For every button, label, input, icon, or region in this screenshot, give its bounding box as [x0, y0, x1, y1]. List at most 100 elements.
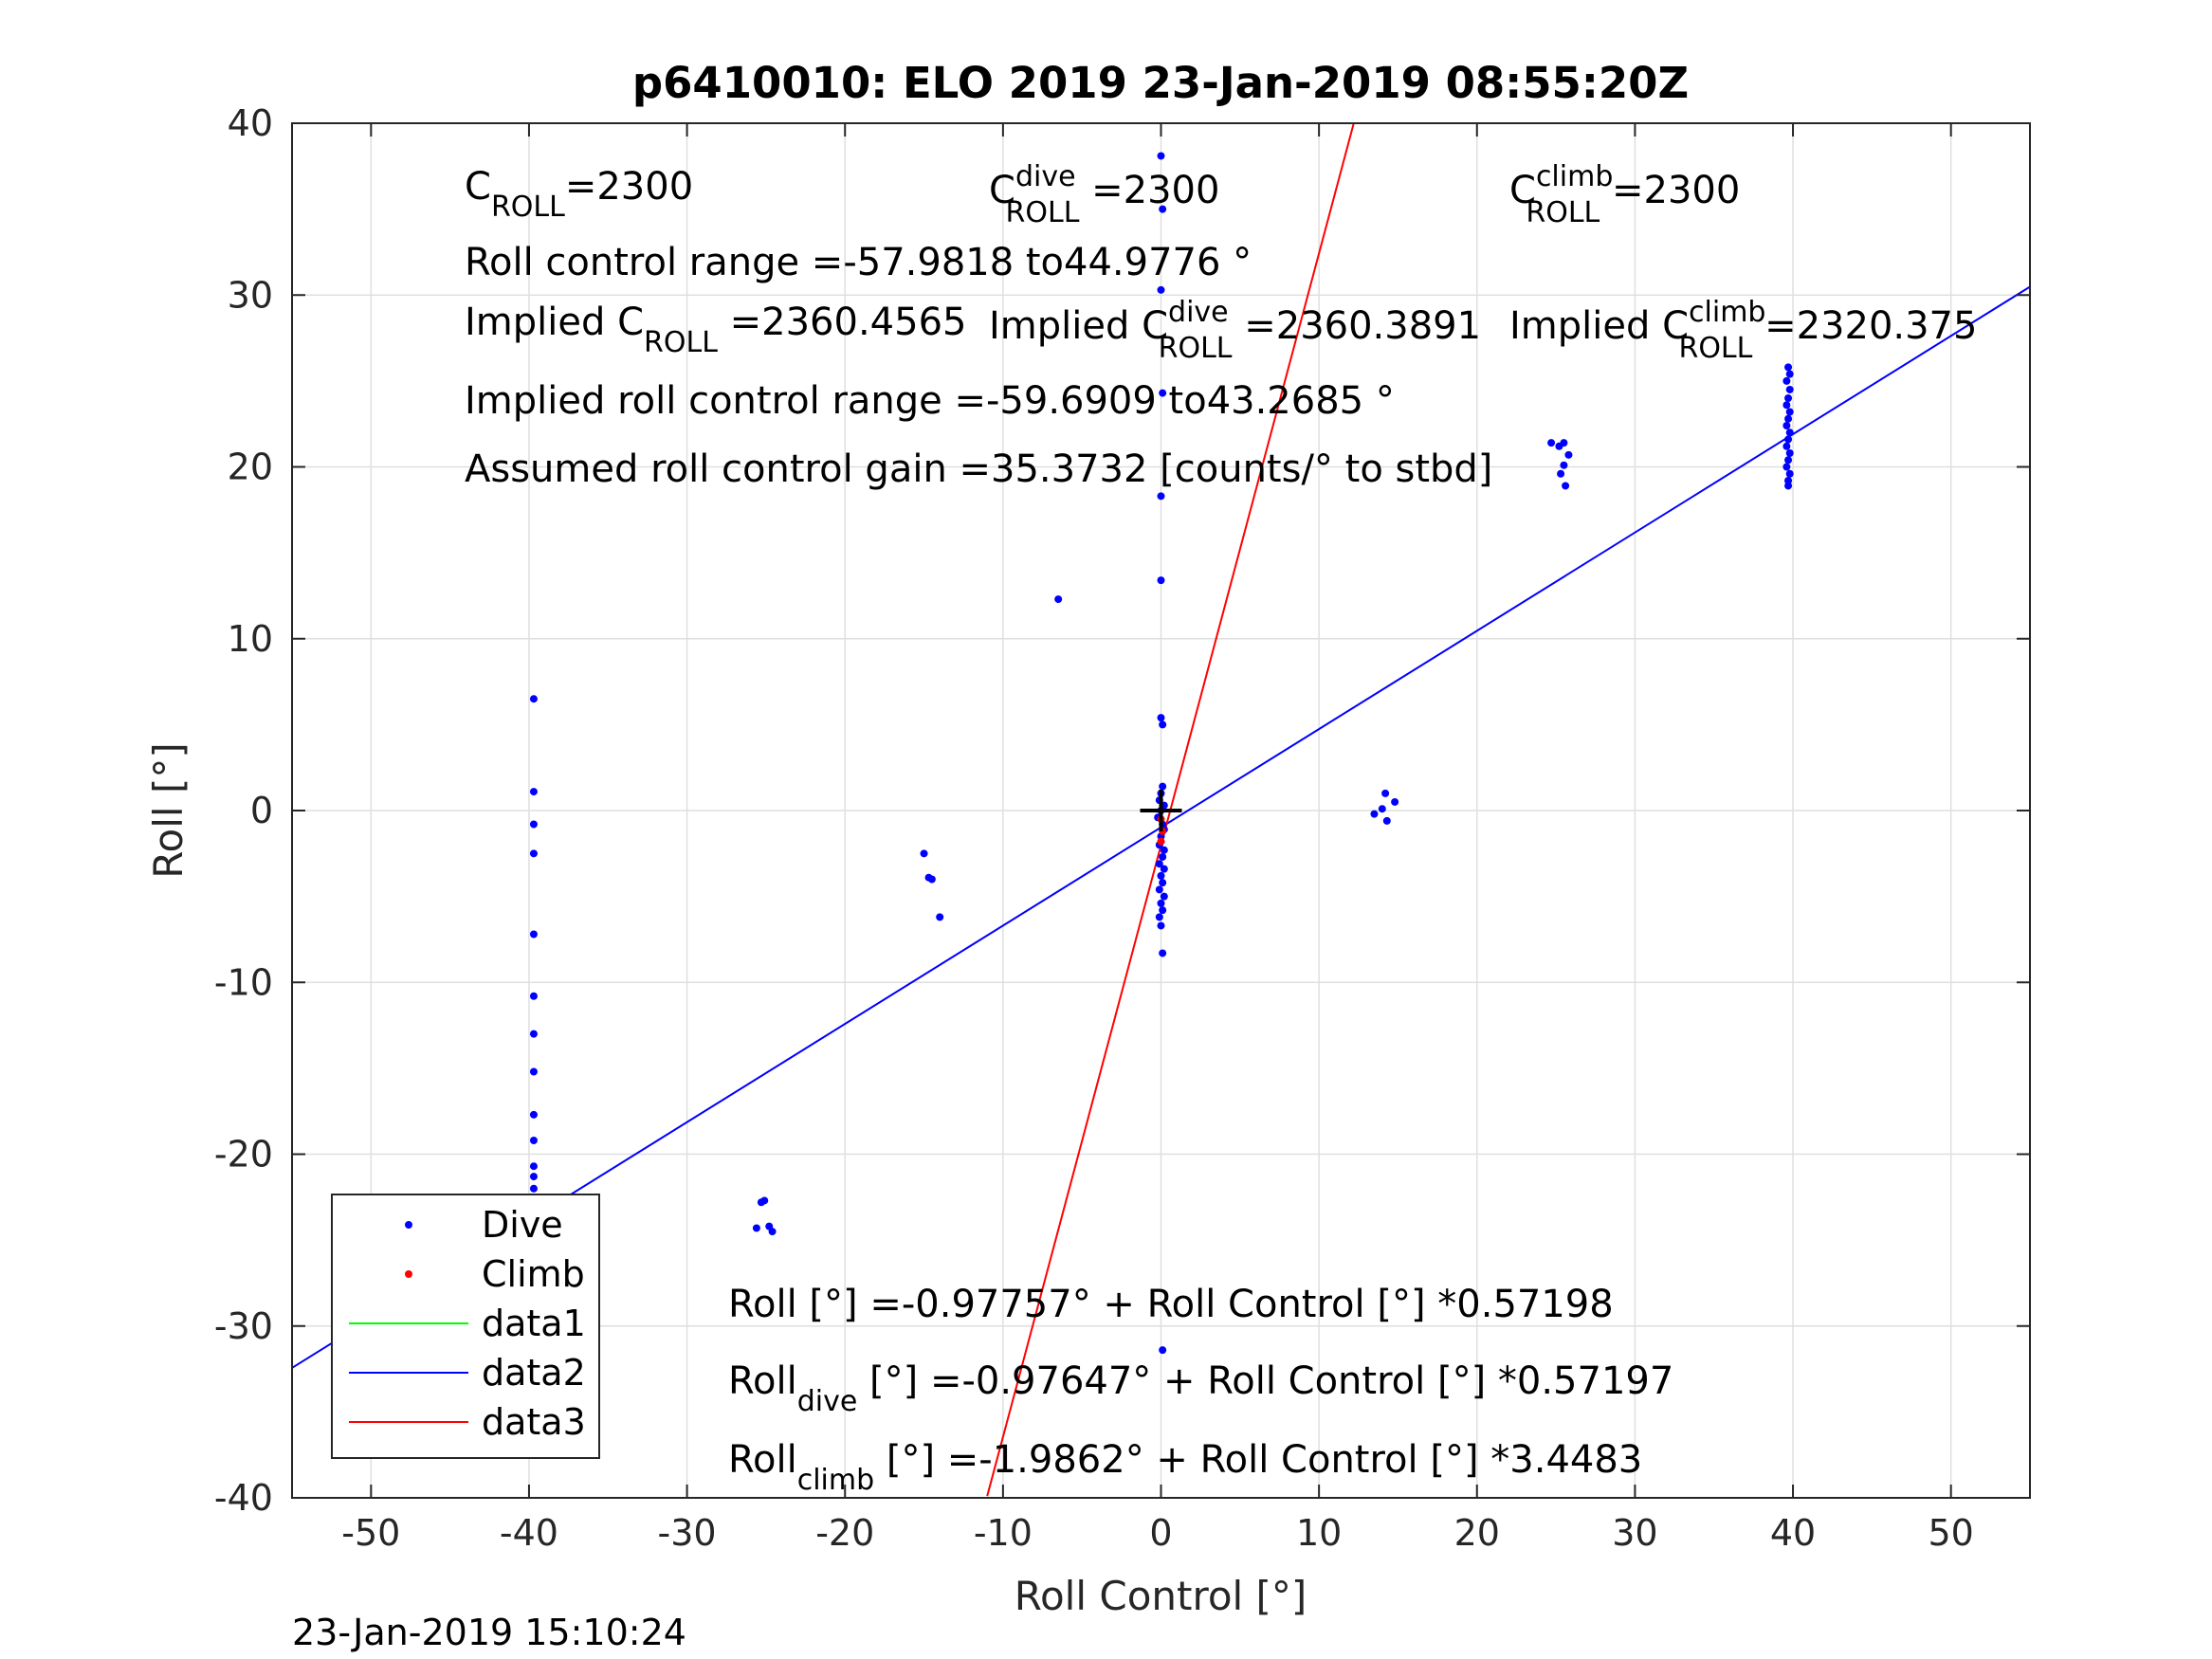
point-dive [529, 930, 538, 939]
x-tick-label: 10 [1296, 1512, 1342, 1554]
point-dive [1785, 385, 1794, 393]
point-dive [1159, 852, 1167, 861]
y-tick-label: 10 [228, 618, 273, 660]
x-tick-label: 50 [1929, 1512, 1974, 1554]
point-dive [1155, 913, 1163, 921]
point-dive [529, 820, 538, 829]
annotation-c-roll-climb: Cclimb ROLL =2300 [1509, 160, 1740, 229]
point-dive [1782, 442, 1791, 450]
point-dive [1564, 450, 1573, 459]
point-dive [1391, 797, 1399, 806]
point-dive [1784, 456, 1793, 465]
point-dive [1160, 865, 1168, 873]
point-dive [529, 1110, 538, 1119]
point-dive [1157, 285, 1165, 294]
point-dive [529, 1173, 538, 1181]
point-dive [1157, 714, 1165, 722]
point-dive [1785, 428, 1794, 437]
point-dive [1785, 370, 1794, 378]
point-dive [1159, 205, 1167, 213]
point-dive [1782, 422, 1791, 429]
point-dive [1784, 482, 1793, 490]
x-tick-label: 40 [1770, 1512, 1816, 1554]
point-dive [768, 1228, 777, 1236]
point-dive [529, 788, 538, 796]
point-dive [529, 1137, 538, 1144]
point-dive [1155, 860, 1163, 868]
point-dive [1560, 439, 1568, 447]
point-dive [1785, 449, 1794, 457]
point-dive [927, 875, 936, 884]
annotation-roll-control-range: Roll control range =-57.9818 to44.9776 ° [465, 241, 1252, 284]
point-dive [1160, 846, 1168, 854]
point-dive [1159, 1346, 1167, 1355]
point-dive [1784, 435, 1793, 444]
point-dive [1157, 152, 1165, 160]
x-tick-label: 30 [1612, 1512, 1657, 1554]
point-dive [1784, 394, 1793, 402]
point-dive [1785, 408, 1794, 416]
point-dive [529, 1030, 538, 1038]
annotation-implied-c-roll-climb: Implied Cclimb ROLL =2320.375 [1509, 296, 1977, 365]
chart-title: p6410010: ELO 2019 23-Jan-2019 08:55:20Z [632, 58, 1689, 108]
point-dive [1157, 899, 1165, 907]
point-dive [1782, 463, 1791, 471]
point-dive [1157, 492, 1165, 501]
point-dive [1784, 414, 1793, 423]
point-dive [1160, 892, 1168, 901]
point-dive [1157, 921, 1165, 930]
point-dive [1782, 401, 1791, 410]
legend-label: data1 [482, 1303, 586, 1344]
point-dive [1159, 782, 1167, 791]
point-dive [1560, 461, 1568, 469]
point-dive [1159, 906, 1167, 915]
point-dive [529, 1184, 538, 1193]
point-dive [1157, 871, 1165, 880]
point-dive [1382, 816, 1391, 825]
y-tick-label: -30 [214, 1305, 273, 1347]
legend-marker-climb [405, 1270, 412, 1278]
point-dive [1159, 389, 1167, 397]
x-axis-label: Roll Control [°] [1015, 1573, 1307, 1619]
legend-label: data3 [482, 1401, 586, 1443]
point-dive [529, 1067, 538, 1076]
point-dive [1785, 469, 1794, 478]
legend-marker-dive [405, 1221, 412, 1229]
point-dive [1562, 482, 1570, 490]
x-tick-label: -20 [815, 1512, 874, 1554]
footer-timestamp: 23-Jan-2019 15:10:24 [292, 1612, 686, 1653]
annotation-implied-c-roll-dive: Implied Cdive ROLL =2360.3891 [989, 296, 1481, 365]
x-tick-label: -50 [341, 1512, 400, 1554]
point-dive [1159, 949, 1167, 957]
x-tick-label: 0 [1149, 1512, 1172, 1554]
annotation-implied-range: Implied roll control range =-59.6909 to4… [465, 379, 1395, 423]
annotation-c-roll-dive: Cdive ROLL =2300 [989, 160, 1219, 229]
point-dive [1370, 810, 1379, 818]
point-climb [1157, 837, 1165, 846]
legend-box [331, 1194, 600, 1459]
point-dive [529, 992, 538, 1000]
legend-label: Climb [482, 1253, 585, 1295]
point-dive [1784, 363, 1793, 372]
point-dive [529, 849, 538, 858]
point-dive [1159, 879, 1167, 887]
point-dive [1782, 376, 1791, 385]
point-dive [760, 1196, 769, 1205]
point-dive [1157, 576, 1165, 585]
ticks: -50 -40 -30 -20 -10 0 10 20 30 40 50 -40 -30 -20 -10 0 1… [214, 102, 2030, 1554]
x-tick-label: -10 [974, 1512, 1033, 1554]
point-dive [529, 1162, 538, 1171]
y-tick-label: 30 [228, 274, 273, 316]
annotation-fit-all: Roll [°] =-0.97757° + Roll Control [°] *… [728, 1283, 1614, 1326]
point-dive [936, 913, 944, 921]
y-tick-label: -40 [214, 1477, 273, 1519]
annotation-fit-climb: Rollclimb [°] =-1.9862° + Roll Control [… [728, 1438, 1642, 1497]
annotation-fit-dive: Rolldive [°] =-0.97647° + Roll Control [… [728, 1359, 1673, 1418]
point-dive [752, 1224, 760, 1232]
point-dive [1378, 805, 1386, 813]
y-tick-label: -20 [214, 1134, 273, 1176]
point-dive [529, 695, 538, 703]
y-axis-label: Roll [°] [145, 742, 192, 878]
legend: Dive Climb data1 data2 data3 [331, 1194, 600, 1459]
